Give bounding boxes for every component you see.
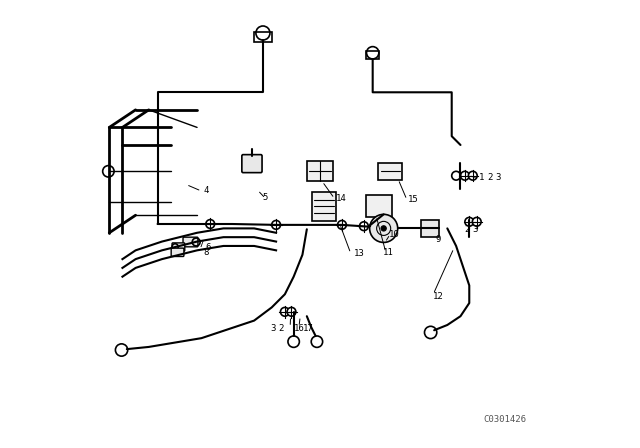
Bar	[378, 163, 403, 180]
Circle shape	[337, 220, 346, 229]
Bar	[254, 32, 272, 42]
Text: 13: 13	[355, 249, 365, 258]
Text: 3: 3	[473, 225, 478, 234]
Circle shape	[465, 217, 474, 226]
Text: 17: 17	[303, 323, 314, 332]
Text: 7: 7	[198, 240, 204, 249]
Text: 10: 10	[389, 229, 399, 239]
FancyBboxPatch shape	[172, 243, 185, 251]
Circle shape	[280, 307, 289, 316]
Circle shape	[381, 226, 387, 231]
Text: 1: 1	[479, 173, 484, 182]
Text: 2: 2	[279, 323, 284, 332]
Bar	[366, 195, 392, 217]
Bar	[366, 51, 380, 59]
Circle shape	[287, 307, 296, 316]
Circle shape	[472, 217, 481, 226]
Text: 8: 8	[204, 248, 209, 257]
Circle shape	[370, 214, 397, 242]
Circle shape	[461, 171, 469, 180]
Text: 4: 4	[204, 185, 209, 195]
Text: 2: 2	[487, 173, 492, 182]
Bar	[307, 161, 333, 181]
Text: 6: 6	[206, 243, 211, 252]
Circle shape	[468, 171, 477, 180]
Circle shape	[360, 222, 368, 231]
Text: 3: 3	[495, 173, 501, 182]
Circle shape	[206, 220, 214, 228]
Text: 14: 14	[335, 194, 346, 203]
Text: 3: 3	[271, 323, 276, 332]
Bar	[421, 220, 438, 237]
Text: 9: 9	[435, 235, 441, 244]
Text: 16: 16	[294, 323, 305, 332]
FancyBboxPatch shape	[171, 248, 184, 257]
Text: 11: 11	[383, 248, 394, 257]
Text: 15: 15	[408, 195, 419, 204]
Text: C0301426: C0301426	[483, 415, 526, 424]
Text: 2: 2	[465, 225, 470, 234]
Text: 12: 12	[433, 292, 444, 301]
FancyBboxPatch shape	[242, 155, 262, 172]
Bar	[312, 192, 337, 221]
FancyBboxPatch shape	[183, 237, 198, 247]
Circle shape	[272, 220, 280, 229]
Text: 5: 5	[262, 193, 268, 202]
